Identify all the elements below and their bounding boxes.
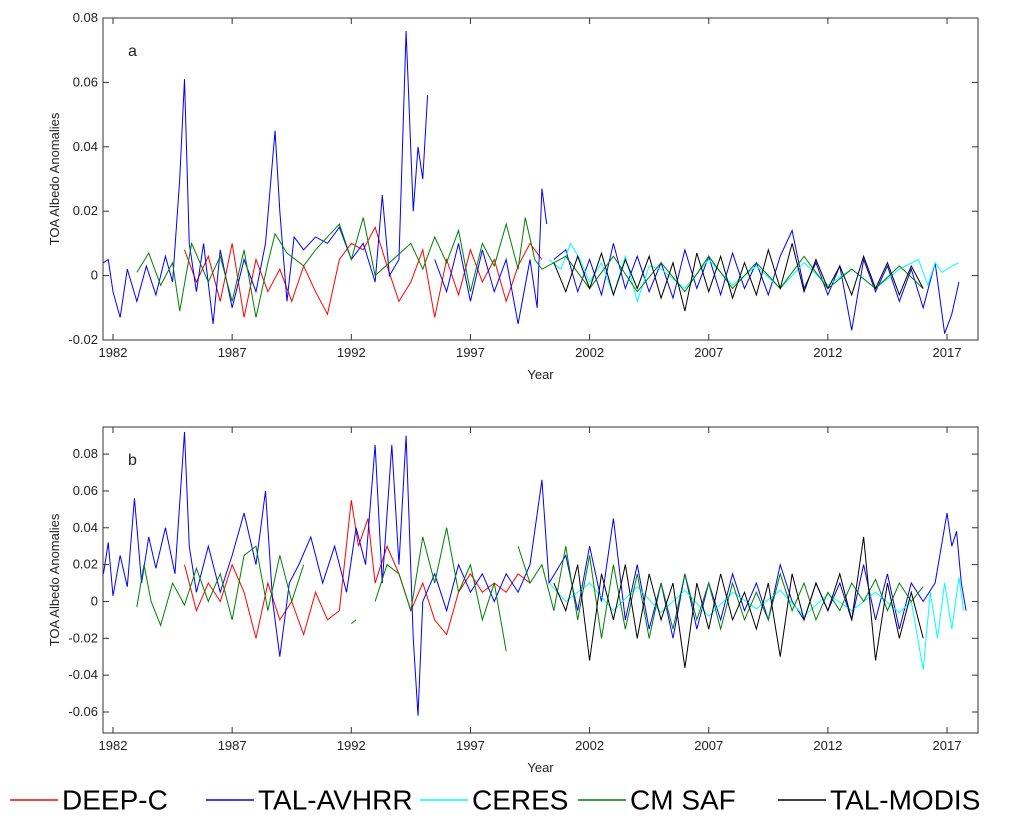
y-tick-label: 0.02: [73, 557, 98, 572]
y-tick-label: 0.08: [73, 10, 98, 25]
y-tick-label: 0.04: [73, 139, 98, 154]
x-tick-label: 2017: [933, 738, 962, 753]
x-tick-label: 1997: [456, 738, 485, 753]
x-tick-label: 2002: [575, 738, 604, 753]
x-tick-label: 1982: [99, 738, 128, 753]
x-tick-label: 1992: [337, 345, 366, 360]
series-line: [103, 431, 967, 716]
x-axis-label: Year: [527, 367, 554, 382]
y-tick-label: 0.06: [73, 74, 98, 89]
y-tick-label: -0.02: [68, 332, 98, 347]
y-tick-label: 0.02: [73, 203, 98, 218]
y-axis-label: TOA Albedo Anomalies: [47, 112, 62, 245]
panel-label: b: [128, 452, 137, 469]
series-line: [103, 30, 960, 334]
series-line: [553, 243, 924, 312]
series-line: [184, 225, 543, 318]
series-line: [136, 527, 924, 652]
x-tick-label: 2007: [694, 738, 723, 753]
y-tick-label: 0.06: [73, 483, 98, 498]
x-tick-label: 1987: [218, 345, 247, 360]
y-tick-label: 0.08: [73, 446, 98, 461]
x-tick-label: 1997: [456, 345, 485, 360]
y-tick-label: -0.02: [68, 630, 98, 645]
panel-label: a: [128, 43, 137, 60]
series-line: [184, 500, 531, 639]
legend-label: TAL-MODIS: [830, 784, 980, 815]
y-axis-label: TOA Albedo Anomalies: [47, 513, 62, 646]
legend-label: DEEP-C: [62, 784, 168, 815]
plot-area: [102, 426, 979, 734]
y-tick-label: 0: [91, 593, 98, 608]
series-line: [553, 536, 924, 668]
x-tick-label: 2007: [694, 345, 723, 360]
series-line: [548, 242, 960, 304]
x-tick-label: 2012: [813, 345, 842, 360]
y-tick-label: 0.04: [73, 520, 98, 535]
x-tick-label: 2017: [933, 345, 962, 360]
x-tick-label: 2002: [575, 345, 604, 360]
x-tick-label: 1982: [99, 345, 128, 360]
y-tick-label: -0.06: [68, 704, 98, 719]
legend-label: CM SAF: [630, 784, 736, 815]
y-tick-label: 0: [91, 268, 98, 283]
plot-area: [102, 17, 979, 341]
legend-label: CERES: [472, 784, 568, 815]
x-tick-label: 1987: [218, 738, 247, 753]
x-axis-label: Year: [527, 760, 554, 775]
x-tick-label: 1992: [337, 738, 366, 753]
legend-label: TAL-AVHRR: [258, 784, 413, 815]
y-tick-label: -0.04: [68, 667, 98, 682]
x-tick-label: 2012: [813, 738, 842, 753]
